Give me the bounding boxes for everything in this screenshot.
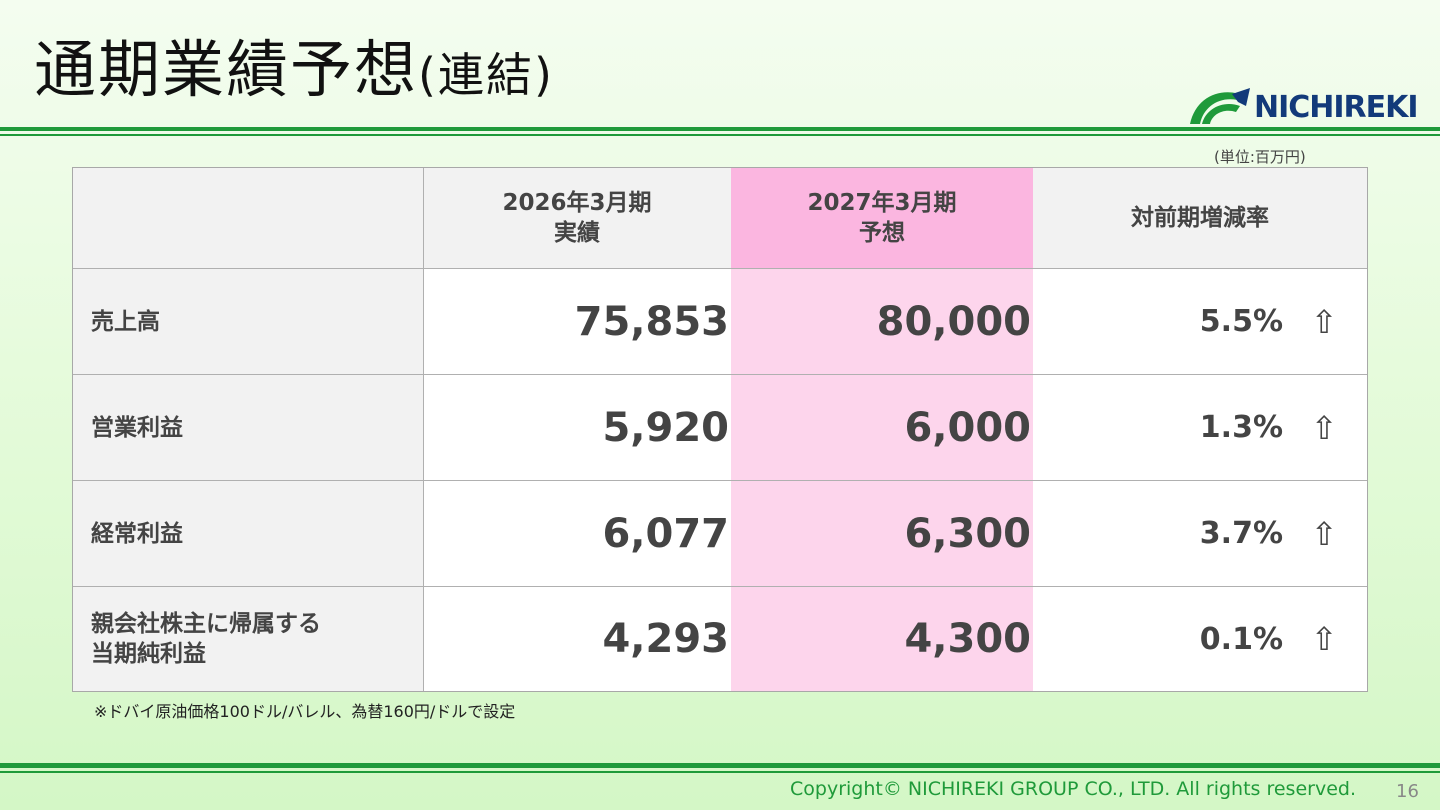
forecast-value-ordinary-profit: 6,300 — [904, 510, 1031, 557]
row-label-text: 経常利益 — [91, 520, 183, 547]
header-actual-line2: 実績 — [554, 220, 600, 246]
top-rule — [0, 127, 1440, 131]
header-actual: 2026年3月期 実績 — [423, 168, 731, 268]
change-rate-sales: 5.5% — [1199, 304, 1283, 339]
header-forecast: 2027年3月期 予想 — [731, 168, 1033, 268]
title-paren: (連結) — [418, 48, 554, 102]
header-row-bg — [73, 168, 1367, 268]
row-divider — [73, 480, 1367, 481]
row-label-text: 営業利益 — [91, 414, 183, 441]
forecast-value-operating-profit: 6,000 — [904, 404, 1031, 451]
column-divider — [423, 168, 424, 691]
row-label-ordinary-profit: 経常利益 — [91, 481, 183, 586]
logo-wordmark: NICHIREKI — [1254, 90, 1419, 125]
actual-value-ordinary-profit: 6,077 — [602, 510, 729, 557]
logo-mark-icon — [1190, 88, 1250, 124]
bottom-rule-thin — [0, 771, 1440, 773]
up-arrow-icon: ⇧ — [1310, 514, 1338, 553]
row-label-net-income: 親会社株主に帰属する 当期純利益 — [91, 587, 321, 691]
copyright-text: Copyright© NICHIREKI GROUP CO., LTD. All… — [790, 778, 1356, 800]
bottom-rule — [0, 763, 1440, 768]
change-rate-operating-profit: 1.3% — [1199, 410, 1283, 445]
actual-value-sales: 75,853 — [574, 298, 729, 345]
change-rate-ordinary-profit: 3.7% — [1199, 516, 1283, 551]
top-rule-thin — [0, 134, 1440, 136]
row-divider — [73, 374, 1367, 375]
header-forecast-line2: 予想 — [859, 220, 905, 246]
row-label-sales: 売上高 — [91, 269, 160, 374]
forecast-value-net-income: 4,300 — [904, 616, 1031, 662]
up-arrow-icon: ⇧ — [1310, 302, 1338, 341]
row-label-text: 売上高 — [91, 308, 160, 335]
change-rate-net-income: 0.1% — [1199, 621, 1283, 657]
row-label-text: 親会社株主に帰属する — [91, 611, 321, 637]
actual-value-operating-profit: 5,920 — [602, 404, 729, 451]
forecast-value-sales: 80,000 — [876, 298, 1031, 345]
header-actual-line1: 2026年3月期 — [502, 190, 652, 216]
header-change-rate: 対前期増減率 — [1033, 168, 1367, 268]
unit-label: (単位:百万円) — [1214, 148, 1306, 166]
page-title: 通期業績予想(連結) — [34, 30, 554, 115]
company-logo: NICHIREKI — [1188, 82, 1434, 128]
title-main: 通期業績予想 — [34, 33, 419, 106]
up-arrow-icon: ⇧ — [1310, 620, 1338, 658]
row-divider — [73, 268, 1367, 269]
forecast-header-highlight — [731, 168, 1033, 268]
page-number: 16 — [1396, 781, 1419, 802]
header-forecast-line1: 2027年3月期 — [807, 190, 957, 216]
up-arrow-icon: ⇧ — [1310, 408, 1338, 447]
row-label-text-line2: 当期純利益 — [91, 641, 206, 667]
forecast-table: 2026年3月期 実績 2027年3月期 予想 対前期増減率 売上高 75,853 … — [72, 167, 1368, 692]
row-divider — [73, 586, 1367, 587]
actual-value-net-income: 4,293 — [602, 616, 729, 662]
footnote: ※ドバイ原油価格100ドル/バレル、為替160円/ドルで設定 — [94, 702, 516, 721]
row-label-operating-profit: 営業利益 — [91, 375, 183, 480]
header-change-rate-label: 対前期増減率 — [1131, 205, 1269, 231]
